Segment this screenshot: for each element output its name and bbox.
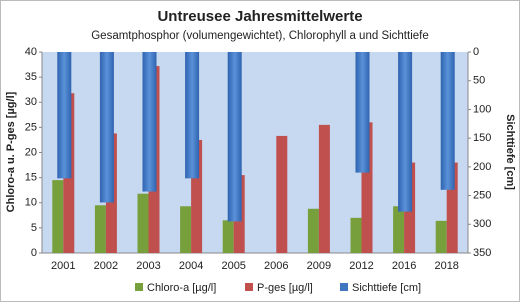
bar — [57, 52, 72, 179]
legend-swatch — [135, 283, 143, 291]
bar — [185, 52, 200, 179]
chart-subtitle: Gesamtphosphor (volumengewichtet), Chlor… — [91, 30, 429, 42]
y-axis-label: Chloro-a u. P-ges [µg/l] — [5, 91, 17, 212]
x-tick-label: 2009 — [307, 260, 331, 272]
bar — [446, 162, 458, 253]
bar — [227, 52, 242, 222]
bar — [191, 139, 203, 253]
bar — [180, 206, 192, 253]
x-tick-label: 2016 — [392, 260, 416, 272]
y-tick-label: 40 — [25, 46, 37, 58]
x-tick-label: 2005 — [221, 260, 245, 272]
bar — [440, 52, 455, 190]
legend-label: Sichttiefe [cm] — [352, 282, 421, 294]
y-tick-label: 25 — [25, 121, 37, 133]
y-tick-label: 15 — [25, 172, 37, 184]
bar — [52, 180, 64, 253]
legend-label: Chloro-a [µg/l] — [147, 282, 216, 294]
bar — [142, 52, 157, 192]
bar — [137, 193, 149, 253]
y2-axis-label: Sichttiefe [cm] — [504, 114, 516, 190]
bar — [355, 52, 370, 173]
y-tick-label: 10 — [25, 197, 37, 209]
x-tick-label: 2002 — [94, 260, 118, 272]
x-tick-label: 2006 — [264, 260, 288, 272]
y2-tick-label: 150 — [473, 132, 491, 144]
y2-tick-label: 250 — [473, 189, 491, 201]
bar — [435, 220, 447, 253]
bar — [350, 217, 362, 253]
bar — [276, 135, 288, 253]
y-tick-label: 5 — [31, 222, 37, 234]
x-tick-label: 2003 — [136, 260, 160, 272]
bar — [393, 206, 405, 253]
y2-tick-label: 200 — [473, 161, 491, 173]
y-tick-label: 35 — [25, 71, 37, 83]
y2-tick-label: 0 — [473, 46, 479, 58]
legend-swatch — [245, 283, 253, 291]
y2-tick-label: 300 — [473, 218, 491, 230]
y2-tick-label: 50 — [473, 75, 485, 87]
y-tick-label: 0 — [31, 247, 37, 259]
y2-tick-label: 350 — [473, 247, 491, 259]
y2-tick-label: 100 — [473, 103, 491, 115]
bar — [99, 52, 114, 203]
x-tick-label: 2012 — [349, 260, 373, 272]
x-tick-label: 2018 — [434, 260, 458, 272]
bar — [398, 52, 413, 212]
chart-title: Untreusee Jahresmittelwerte — [157, 8, 362, 25]
y-tick-label: 20 — [25, 146, 37, 158]
bar — [94, 205, 106, 253]
x-tick-label: 2004 — [179, 260, 203, 272]
y-tick-label: 30 — [25, 96, 37, 108]
bar — [222, 220, 234, 253]
x-tick-label: 2001 — [51, 260, 75, 272]
bar — [361, 122, 373, 253]
bar — [307, 208, 319, 253]
bar — [318, 124, 330, 253]
legend-label: P-ges [µg/l] — [257, 282, 313, 294]
legend-swatch — [340, 283, 348, 291]
